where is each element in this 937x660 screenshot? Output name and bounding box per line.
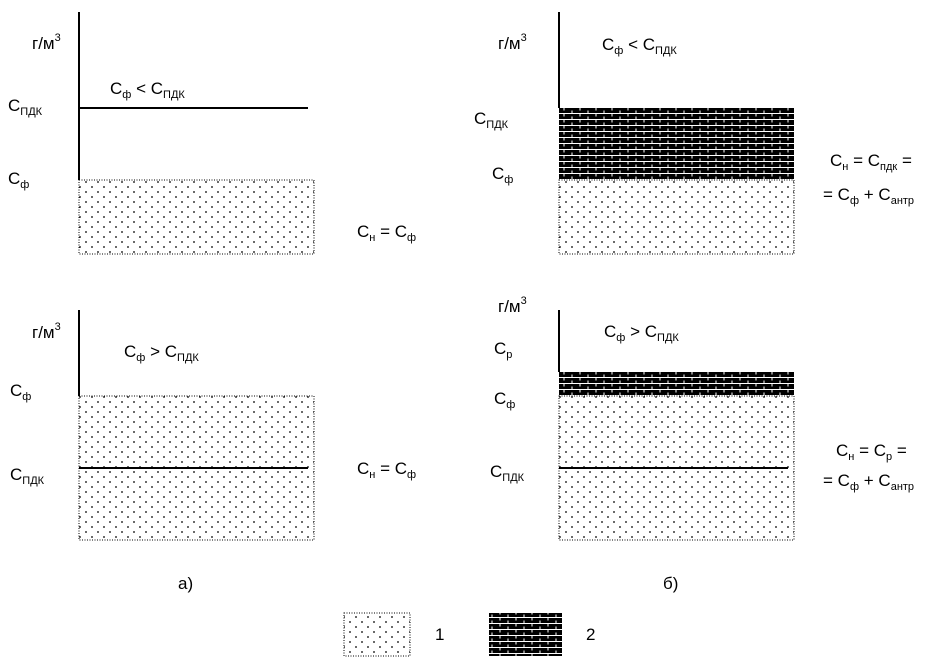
formula-label: Cн = Cпдк =	[830, 151, 912, 173]
inequality-label: Cф > CПДК	[604, 322, 679, 344]
axis-label-cp: Cр	[494, 339, 513, 361]
natural-layer	[558, 179, 795, 255]
axis-label-cpdk: CПДК	[10, 465, 45, 487]
panel-b-top	[558, 12, 795, 255]
unit-label: г/м3	[498, 32, 527, 53]
panel-b-bottom	[558, 310, 795, 541]
axis-label-cpdk: CПДК	[490, 462, 525, 484]
inequality-label: Cф > CПДК	[124, 342, 199, 364]
axis-label-cf: Cф	[492, 164, 514, 186]
formula-label: Cн = Cф	[357, 459, 417, 481]
caption-a: а)	[178, 574, 194, 593]
legend-swatch-bricks	[489, 613, 562, 656]
formula-label: Cн = Cф	[357, 222, 417, 244]
caption-b: б)	[663, 574, 679, 593]
unit-label: г/м3	[498, 295, 527, 316]
legend-label-2: 2	[586, 625, 596, 644]
panel-a-bottom	[78, 310, 315, 541]
legend-swatch-dots	[343, 612, 411, 657]
anthropogenic-layer	[559, 372, 794, 396]
unit-label: г/м3	[32, 321, 61, 342]
unit-label: г/м3	[32, 32, 61, 53]
anthropogenic-layer	[559, 108, 794, 180]
inequality-label: Cф < CПДК	[602, 35, 677, 57]
formula-label-line2: = Cф + Cантр	[823, 471, 915, 493]
axis-label-cf: Cф	[10, 381, 32, 403]
natural-layer	[78, 179, 315, 255]
formula-label-line2: = Cф + Cантр	[823, 185, 915, 207]
axis-label-cpdk: CПДК	[8, 96, 43, 118]
axis-label-cf: Cф	[8, 169, 30, 191]
inequality-label: Cф < CПДК	[110, 79, 185, 101]
axis-label-cpdk: CПДК	[474, 109, 509, 131]
axis-label-cf: Cф	[494, 389, 516, 411]
legend-label-1: 1	[435, 625, 445, 644]
formula-label: Cн = Cр =	[836, 441, 907, 463]
panel-a-top	[78, 12, 315, 255]
